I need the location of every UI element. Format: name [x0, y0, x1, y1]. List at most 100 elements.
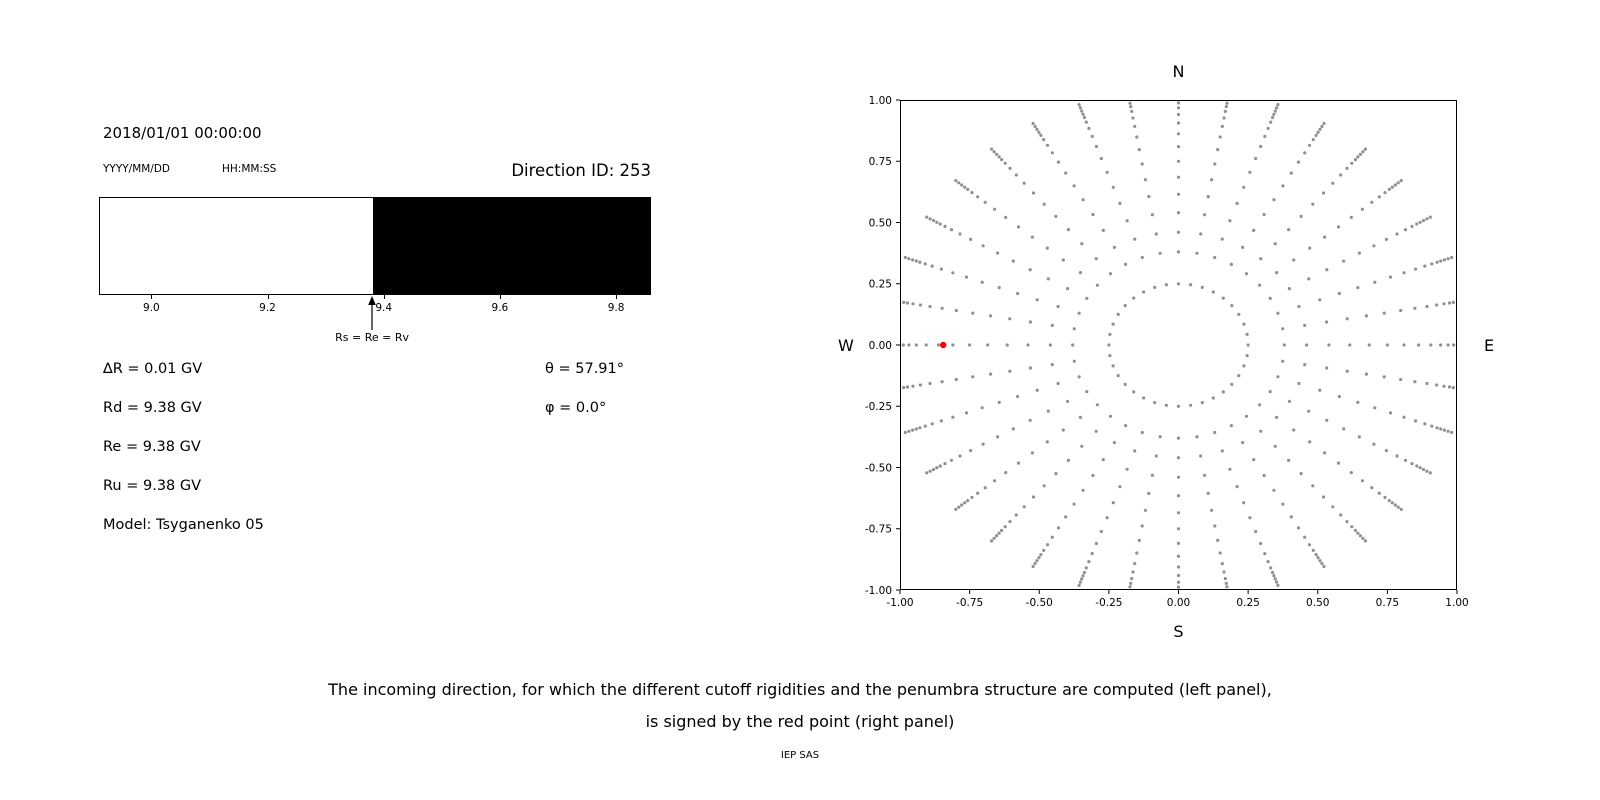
data-point	[938, 222, 942, 226]
data-point	[1336, 225, 1341, 229]
data-point	[1081, 488, 1085, 492]
data-point	[1176, 132, 1181, 136]
data-point	[1045, 543, 1050, 547]
data-point	[1276, 103, 1280, 107]
data-point	[1364, 314, 1368, 318]
data-point	[1384, 237, 1388, 241]
data-point	[1273, 109, 1277, 113]
data-point	[1176, 159, 1181, 163]
data-point	[1446, 429, 1450, 433]
data-point	[938, 464, 942, 468]
penumbra-axis: 9.0 9.2 9.4 9.6 9.8	[99, 295, 651, 321]
data-point	[1321, 495, 1326, 499]
data-point	[1028, 268, 1032, 272]
data-point	[1042, 548, 1046, 552]
data-point	[1307, 409, 1311, 413]
data-point	[1442, 258, 1446, 262]
data-point	[966, 187, 970, 191]
data-point	[1084, 566, 1088, 570]
data-point	[1153, 285, 1157, 289]
data-point	[1435, 426, 1439, 430]
data-point	[1229, 262, 1233, 266]
data-point	[1345, 520, 1349, 524]
data-point	[1323, 235, 1327, 239]
data-point	[1418, 466, 1422, 470]
data-point	[1220, 237, 1224, 241]
data-point	[1080, 242, 1084, 246]
direction-scatter-plot: -1.00 -0.75 -0.50 -0.25 0.00 0.25 0.50 0.75 1.00…	[865, 95, 1469, 609]
data-point	[1081, 574, 1085, 578]
data-point	[1361, 536, 1365, 540]
data-point	[1045, 246, 1049, 250]
data-point	[940, 306, 944, 310]
data-point	[1357, 435, 1361, 439]
data-point	[1399, 308, 1403, 313]
data-point	[1259, 257, 1263, 261]
data-point	[1259, 541, 1263, 546]
data-point	[1031, 191, 1036, 195]
data-point	[1222, 570, 1226, 574]
data-point	[1271, 115, 1275, 120]
data-point	[1259, 429, 1263, 433]
data-point	[1287, 458, 1291, 462]
data-point	[1345, 369, 1349, 373]
y-tick-label: -0.25	[865, 401, 892, 413]
data-point	[1296, 160, 1301, 164]
data-point	[930, 422, 934, 426]
data-point	[1064, 515, 1068, 519]
y-tick-label: 0.50	[869, 217, 892, 229]
y-tick-label: -0.75	[865, 524, 892, 536]
data-point	[954, 377, 958, 382]
data-point	[1195, 251, 1199, 255]
data-point	[1244, 272, 1249, 276]
data-point	[1176, 112, 1181, 117]
data-point	[1108, 354, 1112, 358]
data-point	[1221, 390, 1225, 394]
data-point	[1259, 144, 1263, 149]
data-point	[1423, 264, 1427, 268]
data-point	[1320, 124, 1324, 129]
data-point	[1077, 311, 1081, 315]
data-point	[928, 217, 932, 221]
data-point	[1199, 232, 1203, 236]
data-point	[1176, 145, 1181, 149]
data-point	[1066, 287, 1070, 291]
data-point	[1028, 320, 1032, 324]
data-point	[1101, 458, 1105, 462]
data-point	[1242, 501, 1246, 505]
data-point	[935, 220, 939, 224]
data-point	[1383, 191, 1387, 195]
x-tick-label: -0.50	[1026, 597, 1053, 609]
data-point	[1046, 277, 1050, 281]
data-point	[1287, 287, 1291, 291]
data-point	[1423, 422, 1427, 426]
data-point	[1077, 103, 1081, 107]
data-point	[1072, 359, 1076, 363]
data-point	[1107, 343, 1111, 347]
data-point	[1094, 541, 1098, 546]
data-point	[1415, 464, 1419, 468]
data-point	[968, 343, 972, 347]
data-point	[1281, 359, 1285, 363]
data-point	[1242, 185, 1246, 189]
y-tick-label: 0.25	[869, 279, 892, 291]
data-point	[1342, 259, 1346, 263]
data-point	[1430, 262, 1434, 266]
data-point	[1082, 570, 1086, 575]
data-point	[983, 486, 987, 490]
data-point	[1297, 304, 1301, 309]
x-tick-label: -0.25	[1095, 597, 1122, 609]
data-point	[902, 386, 906, 390]
data-point	[1273, 444, 1277, 448]
data-point	[997, 531, 1001, 535]
data-point	[1030, 451, 1034, 455]
data-point	[1399, 377, 1403, 382]
data-point	[1421, 467, 1426, 472]
cutoff-arrow-label: Rs = Re = Rv	[335, 331, 410, 344]
penumbra-tick-label: 9.2	[259, 302, 276, 314]
data-point	[1111, 364, 1115, 368]
data-point	[1316, 130, 1320, 134]
data-point	[1263, 134, 1267, 138]
data-point	[1046, 409, 1050, 413]
x-tick-label: 0.00	[1167, 597, 1190, 609]
